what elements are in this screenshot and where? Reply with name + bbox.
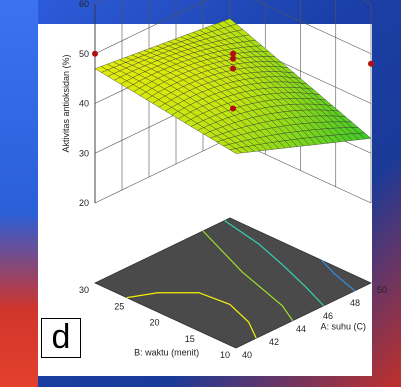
x-tick-label: 44 [296, 324, 306, 334]
grid-line [94, 0, 208, 55]
contour-line [126, 292, 257, 339]
frame-left-bar [0, 0, 38, 387]
contour-line [202, 230, 294, 322]
design-point [230, 55, 236, 62]
y-tick-label: 30 [79, 285, 89, 295]
y-tick-label: 10 [220, 350, 230, 360]
design-point [368, 60, 374, 67]
z-tick-label: 50 [79, 49, 89, 59]
design-point [230, 105, 236, 112]
x-tick-label: 46 [323, 311, 333, 321]
y-tick-label: 20 [149, 318, 159, 328]
x-axis-title: A: suhu (C) [320, 321, 366, 331]
design-point [92, 50, 98, 57]
x-tick-label: 48 [350, 298, 360, 308]
y-axis-title: B: waktu (menit) [134, 347, 199, 357]
design-point [230, 65, 236, 72]
design-point [230, 50, 236, 57]
panel-label: d [41, 318, 81, 358]
z-tick-label: 40 [79, 99, 89, 109]
surface-cell [358, 132, 372, 140]
z-tick-label: 30 [79, 148, 89, 158]
z-tick-label: 60 [79, 0, 89, 9]
grid-line [94, 137, 231, 204]
z-tick-label: 20 [79, 198, 89, 208]
contour-floor [94, 217, 372, 349]
y-tick-label: 15 [185, 334, 195, 344]
contour-line [321, 259, 356, 292]
x-tick-label: 42 [269, 337, 279, 347]
x-tick-label: 40 [242, 350, 252, 360]
y-tick-label: 25 [114, 301, 124, 311]
contour-line [224, 220, 325, 307]
grid-line [94, 0, 104, 5]
z-axis-title: Aktivitas antioksidan (%) [61, 54, 71, 152]
x-tick-label: 50 [377, 285, 387, 295]
